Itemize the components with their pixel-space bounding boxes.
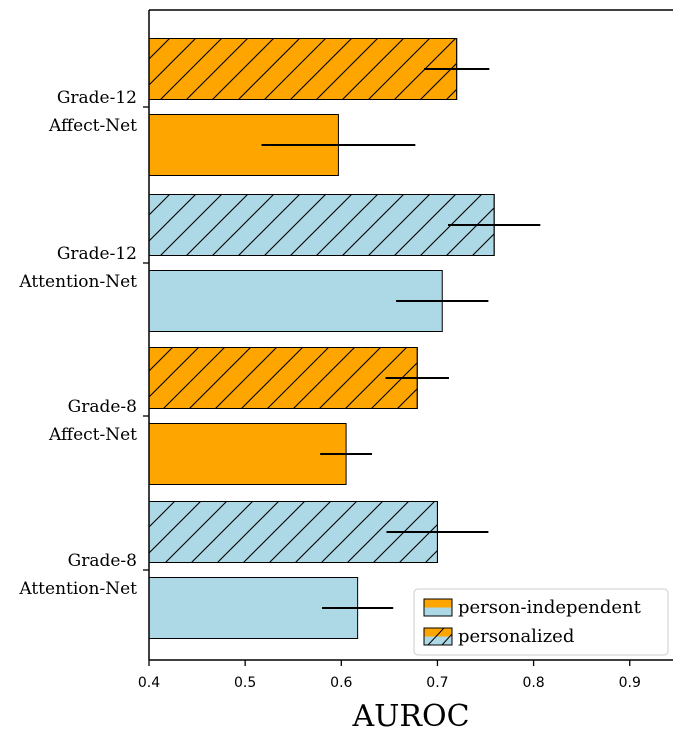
legend-box xyxy=(413,588,669,656)
category-label: Grade-12 xyxy=(57,244,137,264)
legend-swatch-top xyxy=(424,599,452,608)
bar-hatch xyxy=(148,347,418,409)
legend-label: personalized xyxy=(458,626,574,647)
legend: person-independent personalized xyxy=(413,588,669,656)
legend-swatch-hatch xyxy=(427,627,445,646)
category-label: Grade-12 xyxy=(57,88,137,108)
category-label: Grade-8 xyxy=(68,397,137,417)
legend-label: person-independent xyxy=(458,597,642,618)
error-bars-layer xyxy=(261,68,541,609)
x-tick-label: 0.5 xyxy=(234,675,256,691)
bar xyxy=(148,423,347,485)
x-tick-label: 0.9 xyxy=(619,675,641,691)
axes-layer: Grade-12 Affect-Net Grade-12 Attention-Net G… xyxy=(18,9,673,734)
category-label: Affect-Net xyxy=(48,425,137,445)
category-label: Affect-Net xyxy=(48,116,137,136)
bar-hatch xyxy=(148,38,458,100)
legend-swatch-bottom xyxy=(424,607,452,616)
legend-swatch-border xyxy=(423,627,453,646)
legend-swatch-bottom xyxy=(424,636,452,645)
bar-hatch xyxy=(148,194,495,256)
x-tick-label: 0.6 xyxy=(330,675,352,691)
legend-swatch-top xyxy=(424,628,452,637)
x-tick-label: 0.8 xyxy=(522,675,544,691)
x-axis-title: AUROC xyxy=(351,699,469,734)
category-label: Attention-Net xyxy=(18,579,137,599)
category-label: Attention-Net xyxy=(18,272,137,292)
legend-swatch-hatch xyxy=(441,633,453,646)
bars-layer xyxy=(148,38,495,639)
bar xyxy=(148,270,443,332)
legend-swatch-border xyxy=(423,598,453,617)
category-label: Grade-8 xyxy=(68,551,137,571)
x-tick-label: 0.4 xyxy=(138,675,160,691)
x-tick-label: 0.7 xyxy=(426,675,448,691)
